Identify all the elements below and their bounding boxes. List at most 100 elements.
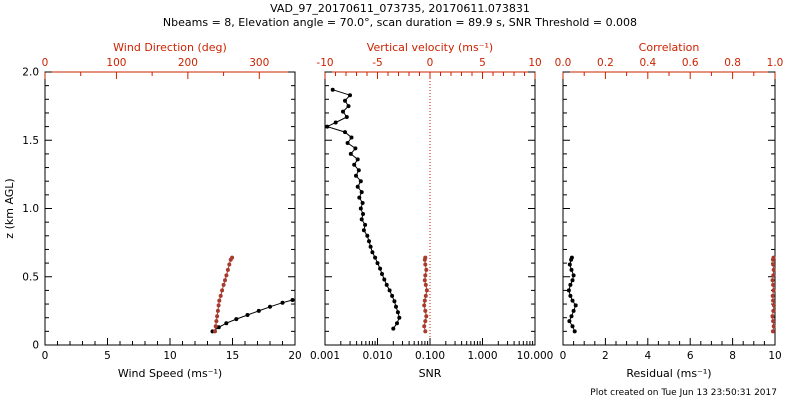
data-point	[224, 321, 229, 326]
y-tick-label: 1.5	[22, 135, 39, 147]
data-point	[423, 293, 428, 298]
x-tick-label: 4	[644, 350, 651, 362]
data-point	[573, 303, 578, 308]
series-wind-speed	[210, 298, 295, 334]
data-point	[394, 304, 398, 309]
plot-frame	[324, 71, 536, 346]
data-point	[424, 267, 429, 272]
data-point	[771, 262, 776, 267]
data-point	[346, 104, 351, 109]
series-line	[325, 89, 400, 329]
data-point	[230, 255, 235, 260]
y-axis-title: z (km AGL)	[3, 178, 16, 238]
top-tick-label: 5	[479, 57, 486, 69]
data-point	[395, 310, 400, 315]
data-point	[771, 273, 776, 278]
data-point	[567, 319, 572, 324]
top-tick-label: 0.2	[597, 57, 614, 69]
x-tick-label: 10	[768, 350, 781, 362]
data-point	[359, 190, 364, 195]
data-point	[569, 267, 574, 272]
top-tick-label: 300	[249, 57, 269, 69]
data-point	[220, 288, 225, 293]
data-point	[422, 324, 427, 329]
data-point	[771, 303, 776, 308]
data-point	[771, 298, 776, 303]
data-point	[422, 278, 427, 283]
data-point	[268, 304, 272, 309]
top-tick-label: 0.0	[555, 57, 572, 69]
data-point	[423, 308, 428, 313]
x-tick-label: 0.010	[362, 350, 392, 362]
data-point	[569, 255, 574, 260]
data-point	[348, 93, 352, 98]
x-tick-label: 0	[42, 350, 49, 362]
data-point	[771, 288, 776, 293]
x-tick-label: 20	[288, 350, 301, 362]
data-point	[390, 293, 395, 298]
data-point	[355, 184, 360, 189]
data-point	[570, 278, 575, 283]
top-tick-label: -5	[372, 57, 382, 69]
data-point	[363, 222, 368, 227]
data-point	[771, 255, 776, 260]
x-tick-label: 15	[226, 350, 239, 362]
data-point	[245, 313, 250, 317]
data-point	[423, 319, 428, 324]
data-point	[423, 262, 428, 267]
data-point	[358, 179, 363, 184]
x-tick-label: 10.000	[517, 350, 554, 362]
x-tick-label: 1.000	[467, 350, 497, 362]
series-line	[423, 257, 428, 332]
data-point	[570, 324, 575, 329]
data-point	[391, 326, 396, 331]
top-tick-label: 10	[528, 57, 541, 69]
top-axis-title: Correlation	[639, 41, 700, 54]
panel-snr: 0.001 0.010 0.100 1.000 10.000 -10 -5 0 5 10 Verti…	[310, 41, 553, 380]
data-point	[384, 282, 389, 287]
data-point	[771, 324, 776, 329]
data-point	[234, 317, 239, 322]
data-point	[354, 173, 358, 178]
data-point	[333, 120, 338, 125]
data-point	[569, 314, 574, 319]
data-point	[770, 278, 775, 283]
x-axis-title: Residual (ms⁻¹)	[626, 367, 711, 380]
data-point	[330, 87, 335, 92]
x-tick-label: 10	[163, 350, 176, 362]
y-tick-label: 2.0	[22, 67, 39, 79]
data-point	[223, 278, 227, 283]
data-point	[345, 141, 350, 145]
series-line	[771, 257, 775, 332]
data-point	[571, 273, 576, 278]
data-point	[355, 157, 360, 162]
data-point	[422, 303, 427, 308]
y-tick-label: 1.0	[22, 203, 39, 215]
top-tick-label: 100	[106, 57, 126, 69]
data-point	[341, 109, 345, 114]
top-tick-label: 1.0	[767, 57, 784, 69]
data-point	[423, 273, 428, 278]
data-point	[770, 293, 775, 298]
data-point	[571, 308, 576, 313]
data-point	[771, 282, 776, 287]
top-tick-label: 0.4	[639, 57, 656, 69]
data-point	[353, 146, 358, 151]
data-point	[770, 329, 775, 334]
data-point	[422, 298, 427, 303]
data-point	[325, 124, 330, 129]
x-axis-title: SNR	[419, 367, 442, 380]
series-residual	[566, 255, 578, 334]
data-point	[392, 299, 397, 304]
x-tick-label: 5	[104, 350, 111, 362]
data-point	[375, 261, 380, 266]
data-point	[380, 272, 384, 276]
x-tick-label: 6	[687, 350, 694, 362]
data-point	[378, 266, 383, 271]
x-tick-label: 0.001	[310, 350, 340, 362]
x-tick-label: 8	[729, 350, 736, 362]
data-point	[290, 298, 295, 302]
data-point	[568, 293, 573, 298]
data-point	[771, 319, 776, 324]
